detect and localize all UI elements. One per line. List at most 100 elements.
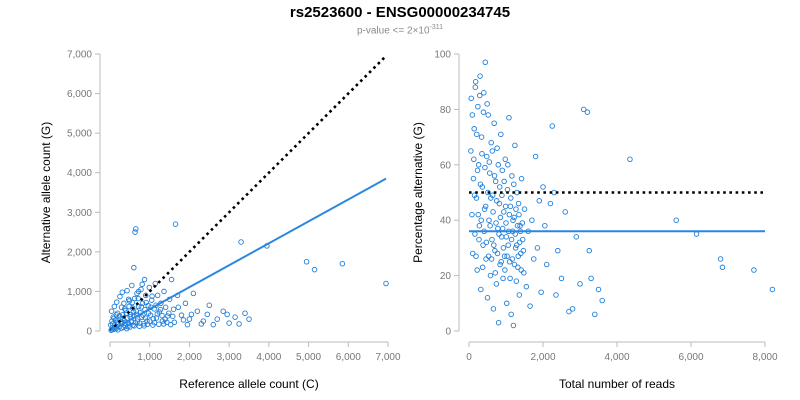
y-axis-label: Percentage alternative (G) [411,122,425,263]
data-point [509,256,516,262]
data-point [512,142,518,149]
data-point [496,184,503,190]
data-point [339,260,346,267]
data-point [504,253,510,259]
data-point [159,312,165,319]
data-point [490,306,497,312]
reference-line [109,55,387,332]
data-point [482,59,489,66]
data-point [488,195,494,201]
data-point [175,304,182,311]
data-point [599,297,605,304]
data-point [486,170,493,176]
data-point [138,304,145,310]
data-point [488,139,494,146]
data-point [506,114,512,121]
data-point [123,307,129,314]
data-point [569,306,576,312]
x-tick-label: 2,000 [530,352,555,363]
data-point [508,236,515,243]
data-point [469,211,475,218]
data-point [113,312,120,318]
x-tick-label: 4,000 [256,352,281,363]
data-point [485,112,491,118]
data-point [194,308,201,314]
data-point [473,253,479,259]
data-point [494,198,500,204]
data-point [519,220,526,226]
data-point [549,123,556,129]
data-point [547,200,554,207]
y-tick-label: 100 [434,50,451,61]
data-point [523,283,530,290]
data-point [505,162,511,168]
allele-count-scatter-panel: 0 1,000 2,000 3,000 4,000 5,000 6,000 7,000 0 1,0… [39,50,401,392]
data-point [478,134,485,140]
data-point [558,275,565,282]
y-tick-label: 5,000 [67,129,92,140]
data-point [493,281,500,287]
data-point [495,162,501,168]
y-tick-label: 7,000 [67,50,92,61]
data-point [162,316,168,322]
data-point [498,234,505,240]
data-point [518,250,524,257]
data-point [508,195,514,201]
data-point [562,209,568,215]
data-point [510,217,516,223]
data-point [148,297,155,303]
data-point [303,259,310,265]
data-point [146,284,153,291]
data-point [482,203,489,210]
data-point [154,311,161,317]
data-point [477,181,484,187]
data-point [108,308,115,314]
data-point [471,126,477,132]
chart-subtitle: p-value <= 2×10-311 [0,24,800,36]
data-point [153,315,160,321]
data-point [529,217,535,223]
data-point [478,286,484,293]
data-point [484,295,491,301]
data-point [480,109,487,115]
data-point [551,189,557,196]
data-point [480,242,486,248]
x-tick-label: 7,000 [375,352,400,363]
data-point [142,292,149,299]
data-point [499,167,506,174]
data-point [515,264,521,271]
data-point [494,250,501,257]
data-point [188,311,195,318]
data-point [479,264,486,271]
data-point [515,253,521,259]
y-tick-label: 3,000 [67,208,92,219]
data-point [475,103,481,110]
data-point [592,311,598,318]
data-point [495,225,501,232]
data-point [131,264,137,271]
data-point [141,276,148,283]
data-point [487,272,494,279]
data-point [474,131,480,138]
data-point [515,200,522,207]
data-point [477,73,483,79]
data-point [540,184,546,190]
data-point [512,231,519,237]
data-point [542,222,548,229]
data-point [532,153,539,160]
data-point [226,320,232,326]
data-point [499,225,506,232]
y-tick-label: 0 [86,327,92,338]
y-tick-label: 20 [440,271,452,282]
y-tick-label: 4,000 [67,168,92,179]
data-point [507,203,514,210]
data-point [502,203,509,210]
data-point [506,211,513,218]
data-point [502,267,508,273]
data-point [171,319,178,326]
data-point [769,286,776,293]
x-axis-label: Reference allele count (C) [179,377,318,391]
data-point [135,288,142,295]
data-point [500,245,507,251]
